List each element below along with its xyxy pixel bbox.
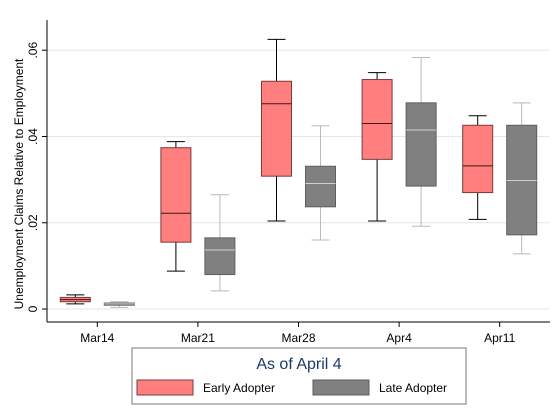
legend-swatch <box>136 379 194 396</box>
box-Mar28-series-0 <box>261 38 292 222</box>
legend-swatch <box>312 379 370 396</box>
x-tick-label: Mar21 <box>181 331 215 345</box>
box-iqr <box>261 80 292 177</box>
box-iqr <box>305 165 336 208</box>
x-tick-label: Mar28 <box>281 331 315 345</box>
box-Mar21-series-0 <box>160 141 192 272</box>
y-tick-label: .04 <box>26 128 40 145</box>
legend: As of April 4 Early Adopter Late Adopter <box>131 347 467 405</box>
box-Mar28-series-1 <box>305 125 336 241</box>
grid-lines <box>47 49 550 310</box>
box-Mar14-series-0 <box>59 294 91 305</box>
legend-title: As of April 4 <box>256 356 341 373</box>
box-Apr11-series-0 <box>462 115 494 220</box>
box-Apr4-series-1 <box>405 57 437 227</box>
box-iqr <box>361 79 393 160</box>
legend-items: Early Adopter Late Adopter <box>136 379 447 396</box>
box-Apr4-series-0 <box>361 72 393 222</box>
box-series <box>59 38 538 308</box>
box-iqr <box>204 237 236 276</box>
box-iqr <box>405 102 437 187</box>
box-iqr <box>462 124 494 194</box>
legend-label: Early Adopter <box>203 381 275 395</box>
x-axis-ticks: Mar14 Mar21 Mar28 Apr4 Apr11 <box>80 322 516 345</box>
legend-item: Early Adopter <box>136 379 275 396</box>
x-tick-label: Apr11 <box>484 331 515 345</box>
box-Apr11-series-1 <box>506 102 538 255</box>
legend-label: Late Adopter <box>379 381 447 395</box>
y-tick-label: 0 <box>26 305 40 312</box>
x-tick-label: Apr4 <box>386 331 412 345</box>
legend-item: Late Adopter <box>312 379 447 396</box>
box-Mar21-series-1 <box>204 194 236 292</box>
box-Mar14-series-1 <box>103 301 135 308</box>
box-iqr <box>160 147 192 243</box>
x-tick-label: Mar14 <box>80 331 114 345</box>
y-tick-label: .02 <box>26 214 40 231</box>
y-tick-label: .06 <box>26 42 40 59</box>
y-axis-ticks: 0 .02 .04 .06 <box>26 42 47 312</box>
y-axis-title: Unemployment Claims Relative to Employme… <box>12 58 26 309</box>
